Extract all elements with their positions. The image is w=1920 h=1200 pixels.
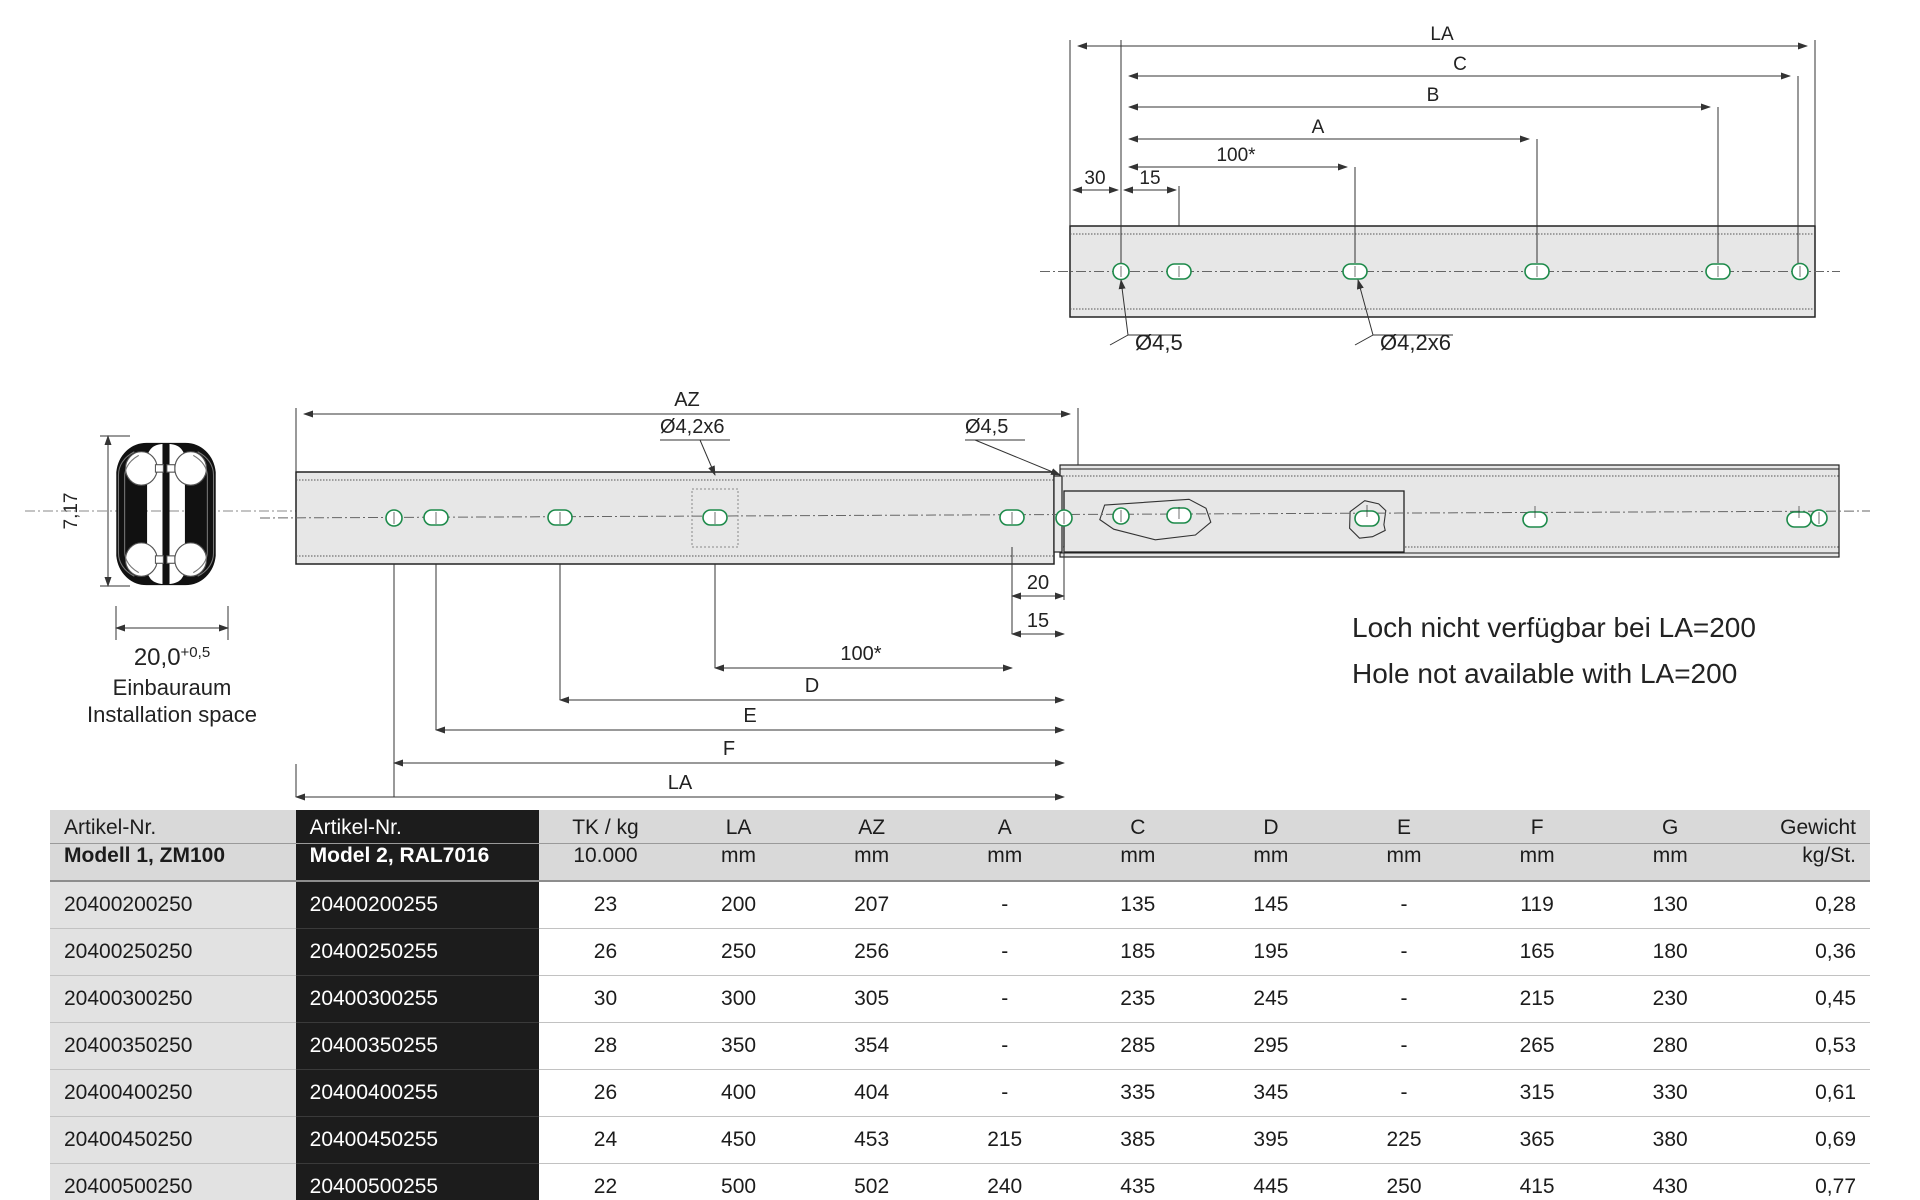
- svg-text:Ø4,2x6: Ø4,2x6: [660, 416, 724, 438]
- svg-text:E: E: [743, 705, 756, 727]
- svg-text:AZ: AZ: [674, 389, 700, 411]
- svg-text:D: D: [805, 675, 819, 697]
- svg-text:F: F: [723, 738, 735, 760]
- svg-text:100*: 100*: [840, 643, 881, 665]
- svg-text:Ø4,5: Ø4,5: [965, 416, 1008, 438]
- svg-text:15: 15: [1027, 610, 1049, 632]
- svg-text:20: 20: [1027, 572, 1049, 594]
- svg-text:LA: LA: [668, 772, 693, 794]
